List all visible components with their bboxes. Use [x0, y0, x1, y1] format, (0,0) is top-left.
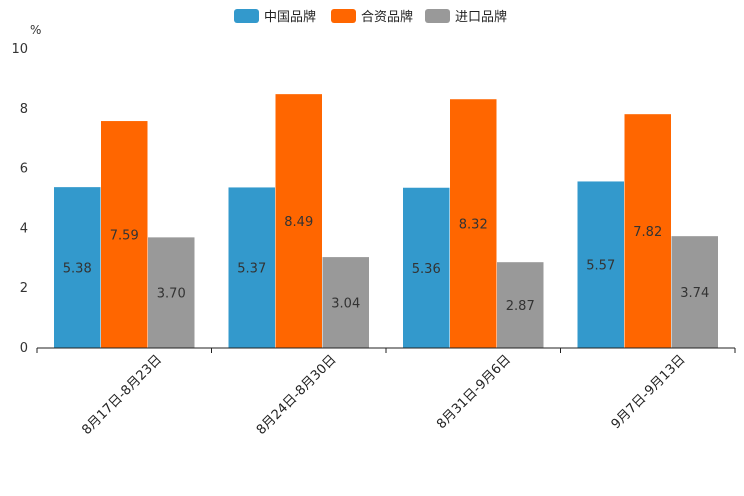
data-label: 5.36	[412, 262, 441, 277]
y-axis-unit-label: %	[30, 23, 41, 37]
legend-swatch	[234, 9, 259, 23]
x-tick-label: 9月7日-9月13日	[609, 352, 689, 432]
data-label: 3.04	[331, 297, 360, 312]
bar-2-1	[101, 121, 148, 349]
data-label: 5.38	[63, 262, 92, 277]
legend-swatch	[425, 9, 450, 23]
data-label: 5.37	[237, 262, 266, 277]
bar-3-1	[148, 237, 195, 348]
y-tick-label: 0	[20, 341, 28, 356]
legend-label: 中国品牌	[264, 9, 316, 25]
bar-2-2	[275, 94, 322, 348]
x-axis-ticks: 8月17日-8月23日 8月24日-8月30日 8月31日-9月6日 9月7日-9月1…	[36, 348, 736, 438]
data-label: 3.74	[680, 286, 709, 301]
data-label: 7.59	[110, 229, 139, 244]
data-labels: 5.38 7.59 3.70 5.37 8.49 3.04 5.36 8.32 2.87 5.57…	[63, 215, 709, 314]
data-label: 7.82	[633, 225, 662, 240]
bars	[54, 94, 718, 349]
x-tick-label: 8月17日-8月23日	[79, 352, 165, 438]
bar-1-2	[228, 187, 275, 348]
y-tick-label: 8	[20, 102, 28, 117]
bar-2-4	[624, 114, 671, 348]
bar-1-1	[54, 187, 101, 348]
y-tick-label: 10	[11, 42, 28, 57]
bar-1-3	[403, 187, 450, 348]
legend-label: 进口品牌	[455, 9, 507, 25]
legend-label: 合资品牌	[361, 9, 413, 25]
legend: 中国品牌 合资品牌 进口品牌	[234, 9, 507, 25]
data-label: 8.32	[459, 218, 488, 233]
y-tick-label: 2	[20, 281, 28, 296]
bar-3-4	[671, 236, 718, 348]
y-tick-label: 4	[20, 221, 28, 236]
x-tick-label: 8月31日-9月6日	[434, 352, 514, 432]
y-tick-label: 6	[20, 162, 28, 177]
data-label: 3.70	[157, 287, 186, 302]
bar-3-3	[497, 262, 544, 348]
x-tick-label: 8月24日-8月30日	[254, 352, 340, 438]
bar-1-4	[577, 181, 624, 348]
legend-swatch	[331, 9, 356, 23]
data-label: 5.57	[586, 259, 615, 274]
bar-3-2	[322, 257, 369, 348]
y-axis-ticks: 0 2 4 6 8 10	[11, 42, 28, 356]
bar-2-3	[450, 99, 497, 349]
data-label: 2.87	[506, 299, 535, 314]
data-label: 8.49	[284, 215, 313, 230]
